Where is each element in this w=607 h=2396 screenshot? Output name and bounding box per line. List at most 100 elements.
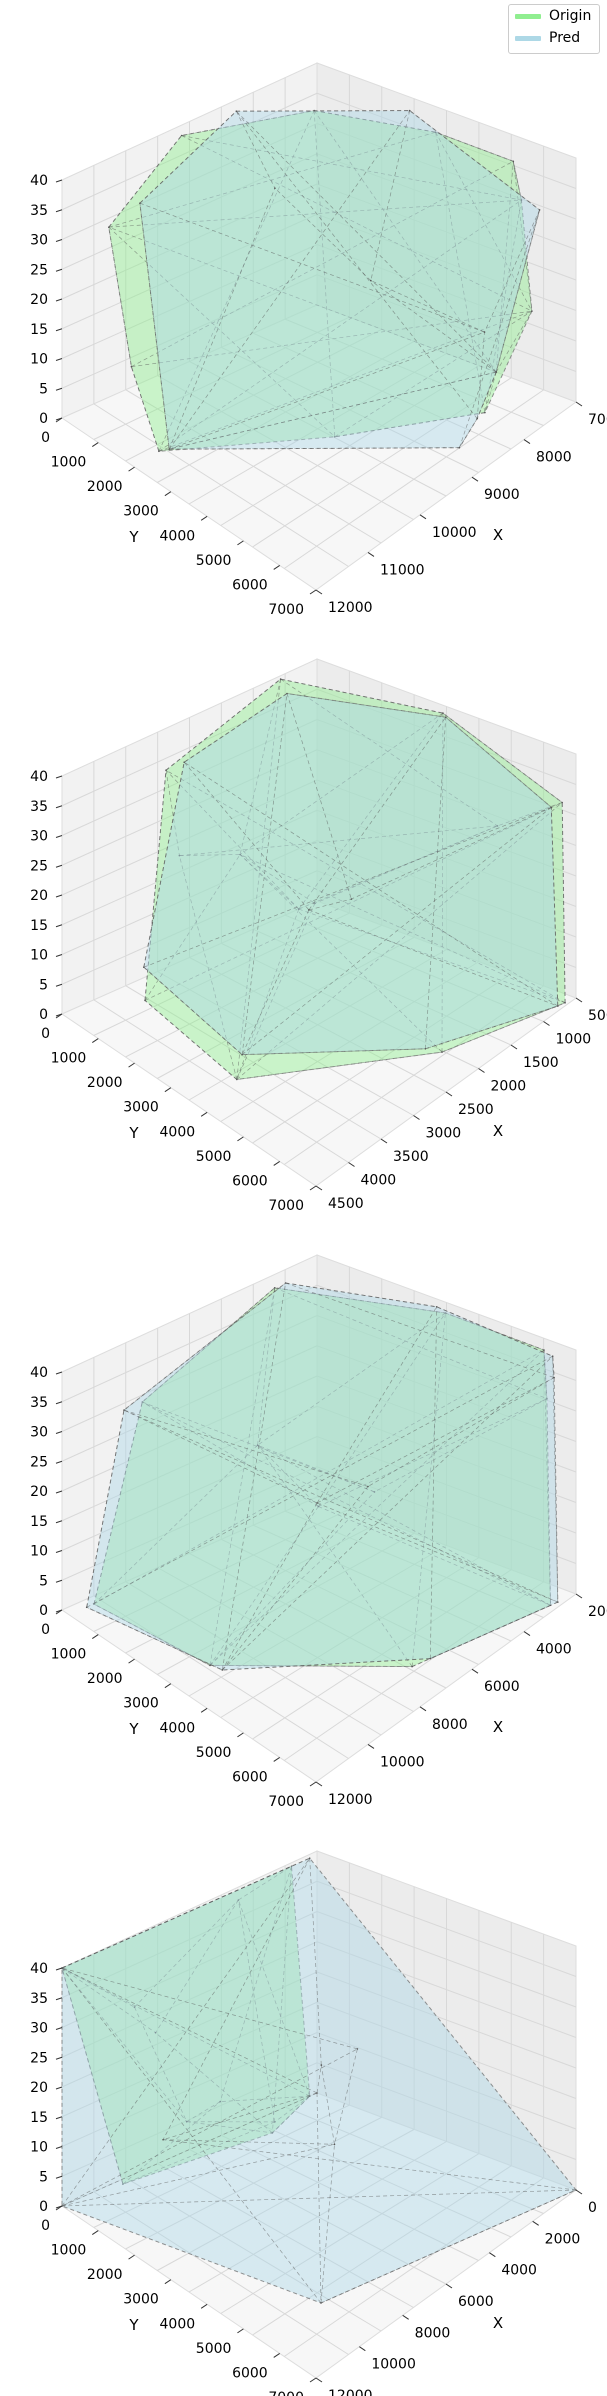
edge [441,1002,566,1053]
edge [435,132,486,413]
grid [61,1862,577,2357]
edge [61,1967,310,2097]
edge [318,1398,548,1507]
z-tick-label: 30 [30,233,48,249]
z-tick-label: 20 [30,292,48,308]
edge [61,2092,318,2207]
vertex [553,1376,555,1379]
vertex [317,1505,320,1508]
z-tick-label: 0 [39,411,48,427]
z-axis: 0 5 10 15 20 25 30 35 40 [30,1961,63,2215]
edge [316,1377,555,1504]
y-tick-label: 4000 [160,2316,196,2332]
x-tick [367,551,375,557]
chart-panel-4: 0510152025303540010002000300040005000600… [30,1850,597,2396]
vertex [320,2302,322,2304]
vertex [441,1051,443,1053]
vertex [411,1665,413,1668]
vertex [236,1078,238,1081]
edge [61,2189,577,2207]
legend-swatch-origin [515,13,541,19]
vertex [557,1005,559,1007]
vertex [178,854,181,857]
vertex [370,279,372,282]
y-tick [164,1683,172,1689]
edge [108,135,182,228]
y-tick-label: 6000 [232,2365,268,2381]
edge [131,310,532,368]
y-axis-label: Y [128,1124,139,1142]
vertex [143,966,145,968]
edge [123,1409,369,1487]
y-tick-label: 2000 [87,1075,123,1091]
z-tick [55,2175,63,2179]
y-tick-label: 7000 [268,1794,304,1810]
edge [318,1312,446,1507]
vertex [279,678,282,680]
series-origin [61,1865,311,2185]
edge [155,1899,239,2033]
y-tick-label: 1000 [51,1647,87,1663]
y-tick [237,1136,244,1142]
edge [257,1444,413,1667]
x-axis: 500 1000 1500 2000 2500 3000 3500 4000 4500 X [315,997,607,1212]
y-tick-label: 5000 [196,553,232,569]
edge [144,854,241,1001]
edge [209,1287,276,1666]
y-tick-label: 4000 [160,1720,196,1736]
x-tick-label: 1000 [556,1032,592,1048]
vertex [183,761,185,763]
edge [314,825,498,904]
edge [285,1282,555,1378]
vertex [144,999,146,1002]
x-tick-label: 12000 [328,1792,373,1808]
edge [209,1491,375,1666]
vertex [435,1306,438,1308]
edge [165,770,180,856]
edge [184,761,558,1007]
x-tick-label: 2000 [545,2231,581,2247]
z-tick-label: 5 [39,1573,48,1589]
x-tick-label: 8000 [536,450,572,466]
edge [298,712,444,910]
y-tick [92,1038,99,1043]
edge [429,1306,438,1659]
edge [142,1401,319,1507]
vertex [538,209,541,211]
edge [495,310,533,373]
edge [122,2121,275,2185]
z-tick-label: 35 [30,203,48,219]
edge [220,2095,310,2102]
hull-origin [144,678,566,1081]
edge [108,226,497,373]
x-tick-label: 12000 [328,2388,373,2396]
z-tick-label: 20 [30,888,48,904]
edge [442,712,563,803]
z-tick [55,954,63,957]
y-tick-label: 0 [41,1026,50,1042]
z-tick [55,2027,63,2030]
z-tick-label: 0 [39,2199,48,2215]
edge [61,2143,335,2207]
x-tick [471,1668,479,1674]
edge [235,111,276,189]
x-tick [489,2252,496,2258]
x-tick-label: 3500 [393,1149,429,1165]
vertex [271,2132,274,2134]
vertex [444,716,447,718]
edge [86,1410,125,1608]
vertex [141,1401,144,1403]
vertex [162,2138,164,2141]
edge [108,226,336,438]
edge [334,2048,358,2145]
legend-label-origin: Origin [549,8,592,24]
z-tick [55,1460,63,1464]
z-tick-label: 35 [30,1991,48,2007]
edge [425,717,447,1049]
series-origin [93,1287,552,1668]
z-tick [55,1967,63,1971]
edge [334,310,533,438]
edge [552,1356,555,1378]
edge [484,372,497,413]
x-tick [445,1091,453,1097]
